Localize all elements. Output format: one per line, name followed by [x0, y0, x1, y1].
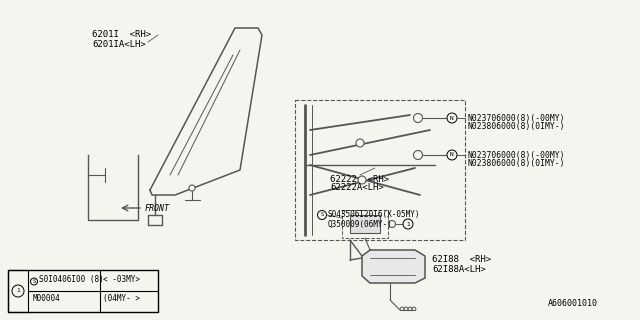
- Text: M00004: M00004: [33, 294, 61, 303]
- Text: S: S: [33, 279, 36, 284]
- Text: N: N: [450, 153, 454, 157]
- Text: S: S: [321, 212, 324, 218]
- Circle shape: [358, 176, 366, 184]
- Bar: [8, 270, 158, 312]
- Circle shape: [356, 139, 364, 147]
- Text: < -03MY>: < -03MY>: [103, 275, 140, 284]
- Text: A606001010: A606001010: [548, 299, 598, 308]
- Circle shape: [413, 150, 422, 159]
- Text: Q350009(06MY-): Q350009(06MY-): [328, 220, 393, 229]
- Text: (04MY- >: (04MY- >: [103, 294, 140, 303]
- Text: FRONT: FRONT: [145, 204, 170, 213]
- Text: N023806000(8)(0IMY-): N023806000(8)(0IMY-): [467, 122, 564, 131]
- Circle shape: [31, 278, 38, 285]
- Circle shape: [413, 114, 422, 123]
- Circle shape: [388, 220, 396, 228]
- Text: 62I88A<LH>: 62I88A<LH>: [432, 265, 486, 274]
- Bar: [342, 210, 388, 238]
- Text: N023806000(8)(0IMY-): N023806000(8)(0IMY-): [467, 159, 564, 168]
- Text: 1: 1: [16, 289, 20, 293]
- Bar: [8, 270, 28, 312]
- Polygon shape: [362, 250, 425, 283]
- Circle shape: [403, 219, 413, 229]
- Text: N023706000(8)(-00MY): N023706000(8)(-00MY): [467, 151, 564, 160]
- Circle shape: [447, 150, 457, 160]
- Text: 6201IA<LH>: 6201IA<LH>: [92, 40, 146, 49]
- Circle shape: [12, 285, 24, 297]
- Text: S043506I20I6(X-05MY): S043506I20I6(X-05MY): [328, 210, 420, 219]
- Circle shape: [189, 185, 195, 191]
- Text: 6201I  <RH>: 6201I <RH>: [92, 30, 151, 39]
- Text: 62222A<LH>: 62222A<LH>: [330, 183, 384, 192]
- Text: 1: 1: [406, 221, 410, 227]
- Circle shape: [447, 113, 457, 123]
- Bar: [350, 215, 380, 233]
- Text: N023706000(8)(-00MY): N023706000(8)(-00MY): [467, 114, 564, 123]
- Text: N: N: [450, 116, 454, 121]
- Text: 62I88  <RH>: 62I88 <RH>: [432, 255, 491, 264]
- Text: 62222  <RH>: 62222 <RH>: [330, 175, 389, 184]
- Circle shape: [317, 211, 326, 220]
- Bar: [295, 100, 465, 240]
- Text: S0I0406I00 (8): S0I0406I00 (8): [39, 275, 104, 284]
